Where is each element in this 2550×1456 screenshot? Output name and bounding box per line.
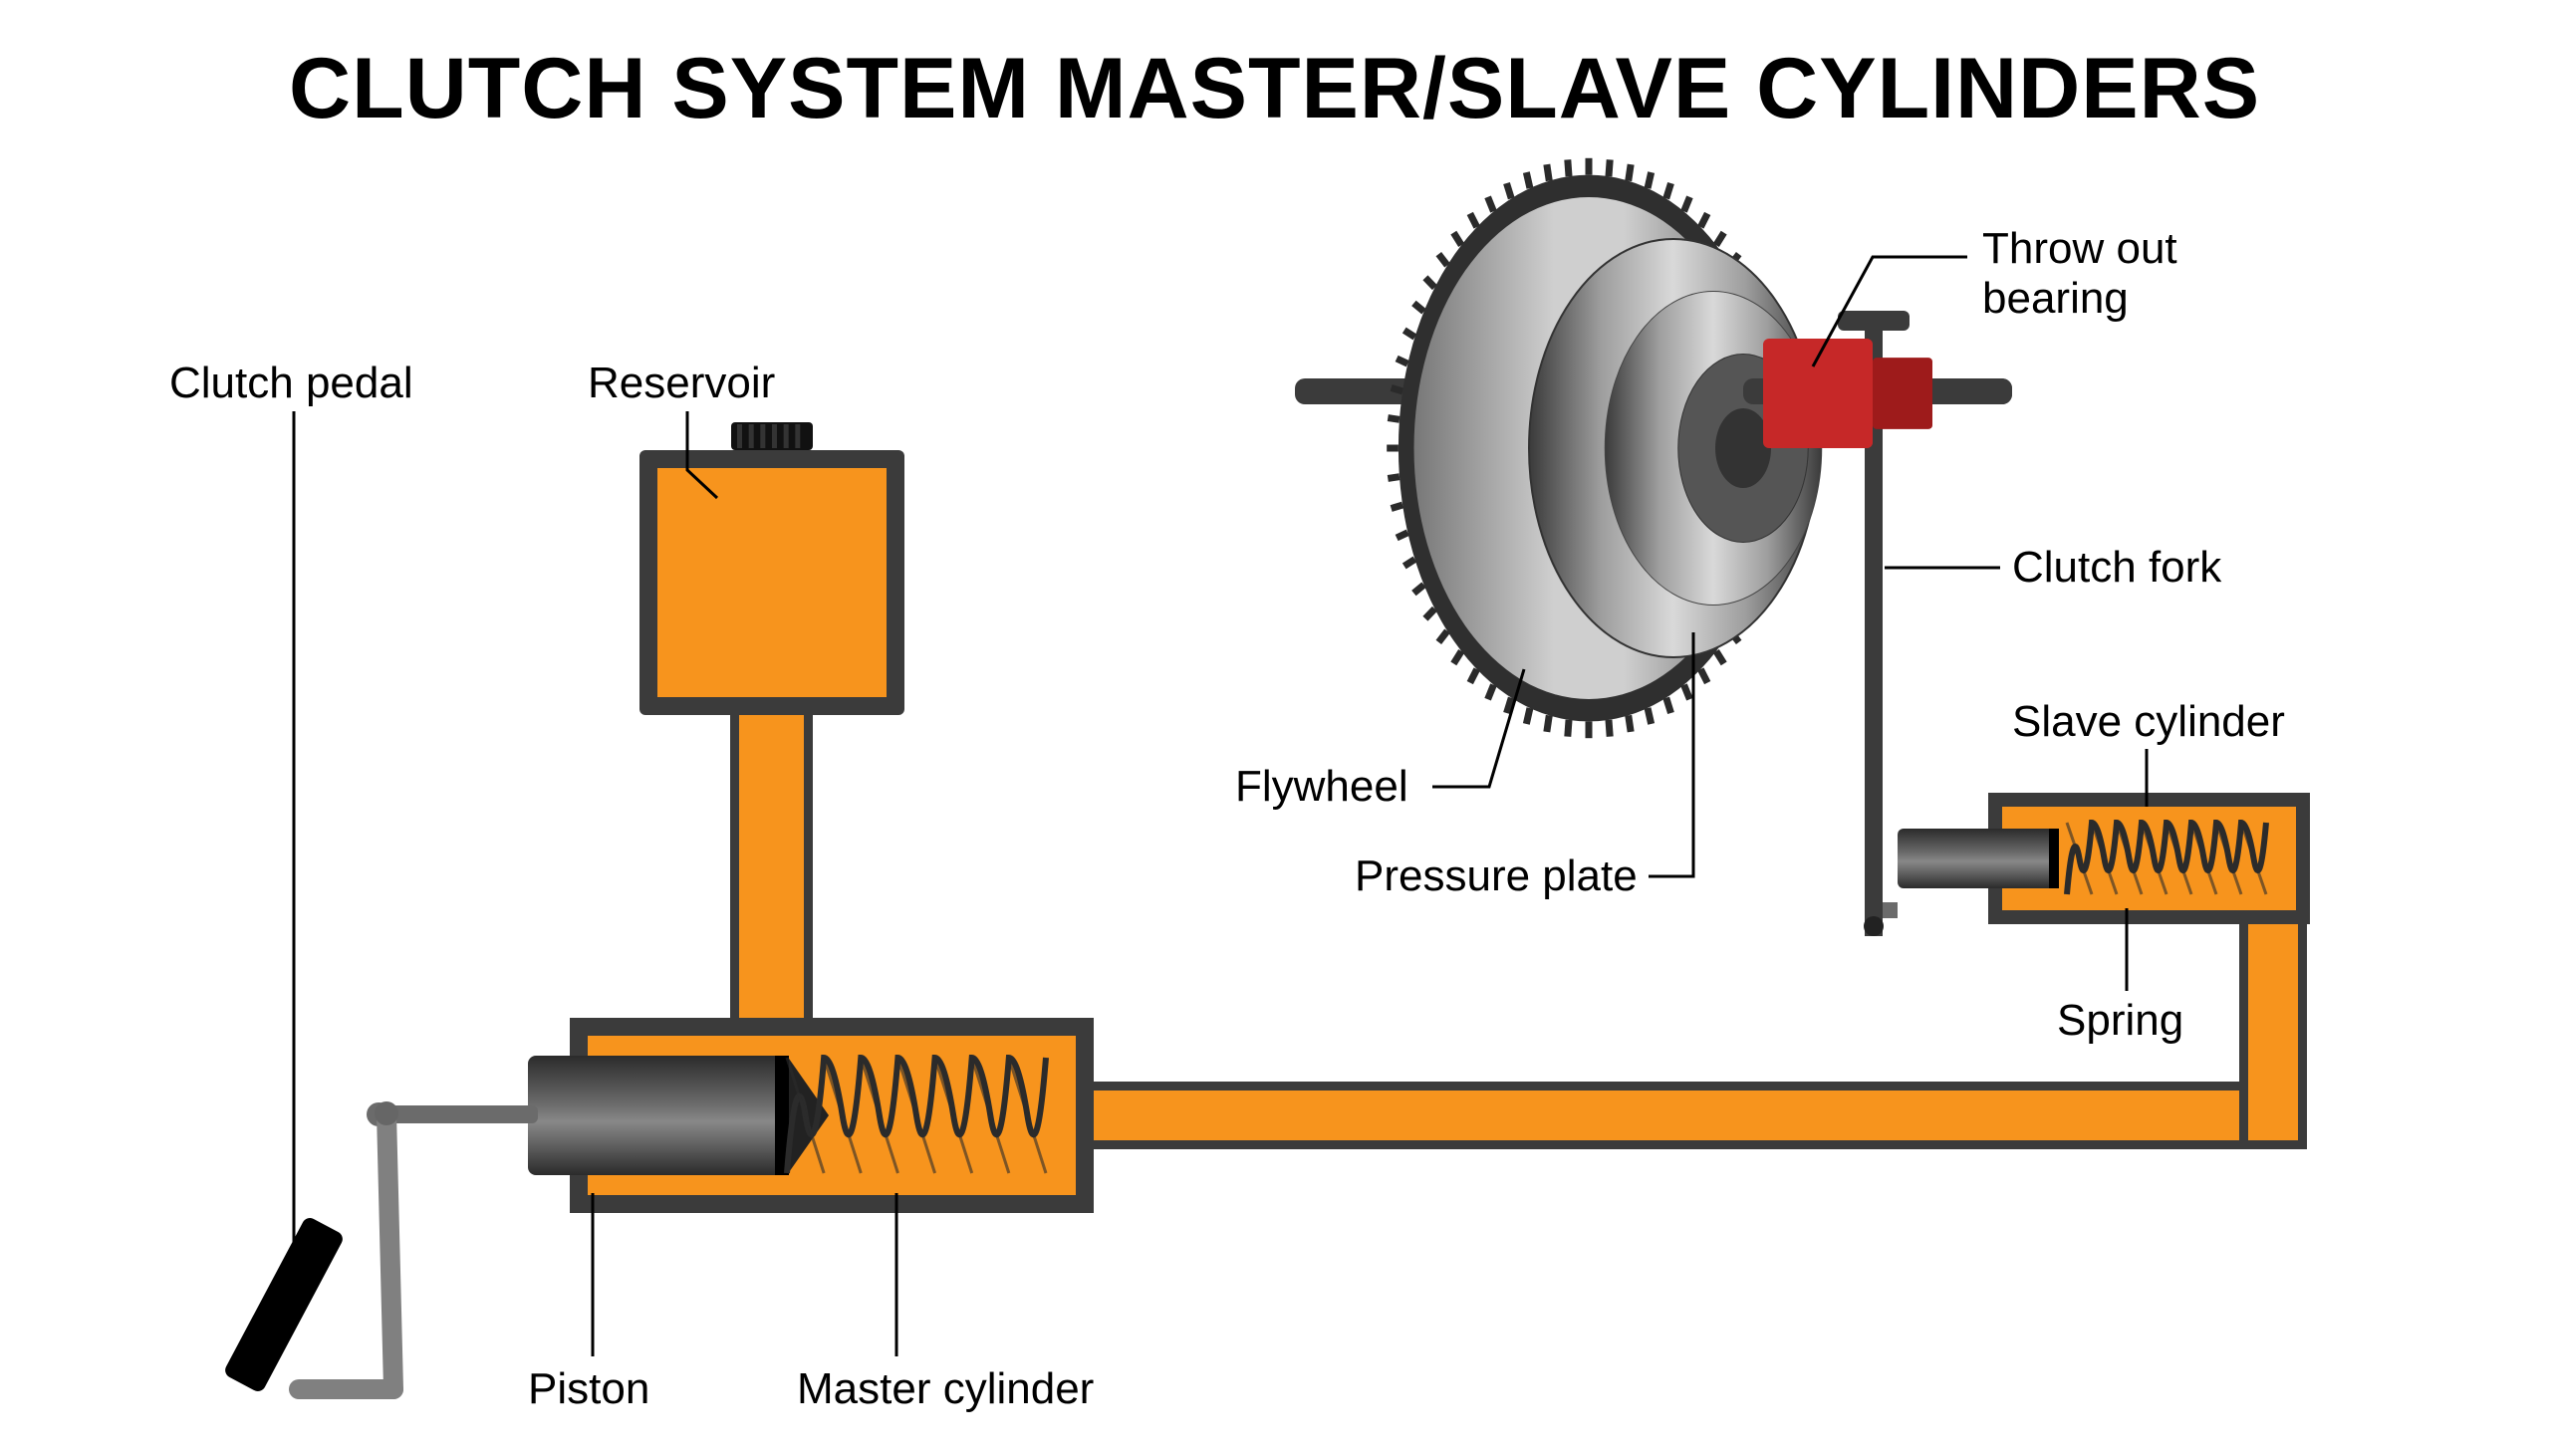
- diagram-stage: CLUTCH SYSTEM MASTER/SLAVE CYLINDERS Clu…: [0, 0, 2550, 1456]
- diagram-svg: [0, 0, 2550, 1456]
